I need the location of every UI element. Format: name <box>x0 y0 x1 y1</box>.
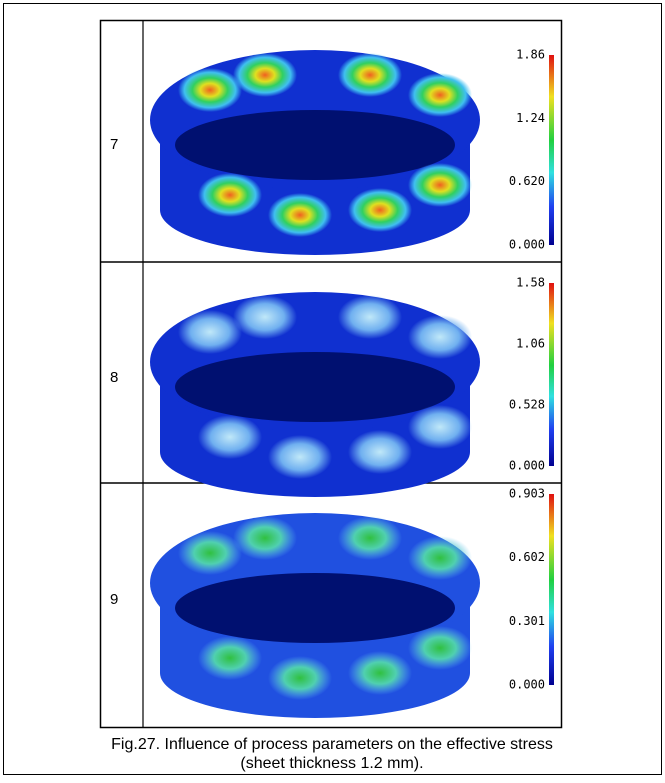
stress-spot <box>338 53 402 97</box>
cylinder-inner <box>175 352 455 422</box>
stress-spot <box>178 531 242 575</box>
stress-spot <box>268 435 332 479</box>
stress-spot <box>198 636 262 680</box>
stress-spot <box>178 310 242 354</box>
row-label: 7 <box>110 136 118 153</box>
scale-label: 0.000 <box>509 459 545 473</box>
stress-spot <box>233 516 297 560</box>
stress-spot <box>198 173 262 217</box>
caption: Fig.27. Influence of process parameters … <box>111 736 553 753</box>
scale-label: 0.301 <box>509 614 545 628</box>
scale-label: 1.86 <box>516 48 545 62</box>
page: 7 1.86 1.24 0.620 0.000 8 1.58 1.06 0.528 0.000 9 0… <box>0 0 665 778</box>
row-label: 8 <box>110 369 118 386</box>
colorbar <box>549 283 554 466</box>
stress-spot <box>408 73 472 117</box>
stress-spot <box>233 295 297 339</box>
scale-label: 0.602 <box>509 550 545 564</box>
stress-spot <box>233 53 297 97</box>
scale-label: 0.528 <box>509 398 545 412</box>
stress-spot <box>268 193 332 237</box>
stress-spot <box>348 188 412 232</box>
stress-spot <box>268 656 332 700</box>
scale-label: 1.06 <box>516 337 545 351</box>
row-label: 9 <box>110 591 118 608</box>
scale-label: 0.000 <box>509 678 545 692</box>
stress-spot <box>348 430 412 474</box>
stress-spot <box>408 315 472 359</box>
scale-label: 0.620 <box>509 174 545 188</box>
colorbar <box>549 55 554 245</box>
stress-spot <box>338 516 402 560</box>
stress-spot <box>338 295 402 339</box>
scale-label: 0.000 <box>509 238 545 252</box>
stress-spot <box>178 68 242 112</box>
stress-spot <box>408 405 472 449</box>
scale-label: 1.58 <box>516 276 545 290</box>
stress-spot <box>348 651 412 695</box>
scale-label: 0.903 <box>509 487 545 501</box>
stress-spot <box>408 163 472 207</box>
cylinder-inner <box>175 110 455 180</box>
caption: (sheet thickness 1.2 mm). <box>240 755 423 772</box>
colorbar <box>549 494 554 685</box>
stress-spot <box>198 415 262 459</box>
cylinder-inner <box>175 573 455 643</box>
stress-spot <box>408 626 472 670</box>
stress-spot <box>408 536 472 580</box>
scale-label: 1.24 <box>516 111 545 125</box>
